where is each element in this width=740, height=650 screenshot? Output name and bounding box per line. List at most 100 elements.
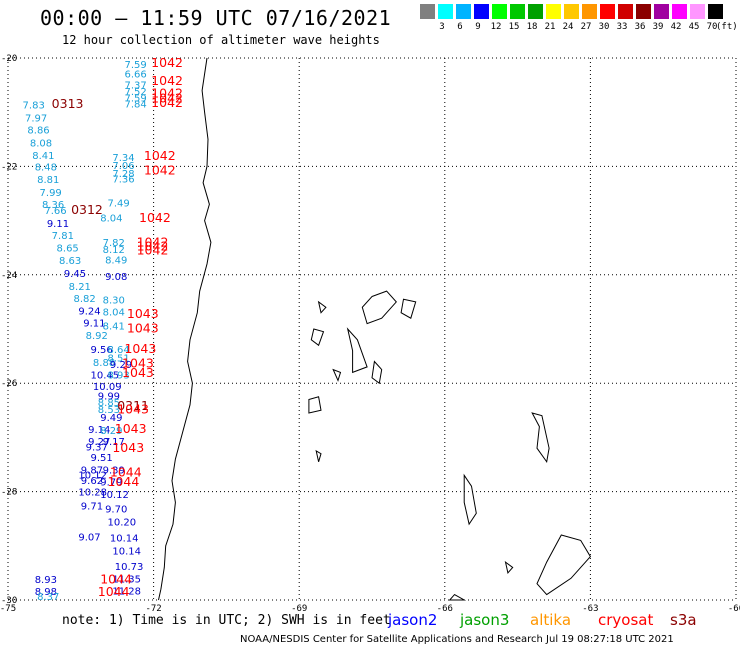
lake-outline (317, 300, 327, 314)
lon-tick-label: -75 (0, 604, 16, 614)
wave-height-label: 8.51 (107, 354, 129, 365)
pass-number-label: 1043 (122, 355, 154, 370)
pass-number-label: 1043 (115, 421, 147, 436)
wave-height-label: 10.09 (93, 382, 122, 393)
pass-number-label: 0313 (52, 96, 84, 111)
pass-number-label: 1042 (137, 235, 169, 250)
wave-height-label: 7.37 (124, 80, 146, 91)
wave-height-label: 9.29 (110, 360, 132, 371)
pass-number-label: 1042 (137, 243, 169, 258)
wave-height-label: 11.35 (112, 575, 141, 586)
page-subtitle: 12 hour collection of altimeter wave hei… (62, 33, 380, 47)
legend-label: 70 (706, 22, 718, 32)
wave-height-label: 9.87 (81, 466, 103, 477)
wave-height-label: 8.12 (103, 245, 125, 256)
legend-label: 42 (670, 22, 682, 32)
wave-height-label: 7.83 (23, 100, 45, 111)
wave-height-label: 7.59 (124, 60, 146, 71)
pass-number-label: 1042 (144, 148, 176, 163)
wave-height-label: 10.73 (115, 562, 144, 573)
legend-swatch (636, 4, 651, 19)
wave-height-label: 9.79 (100, 478, 122, 489)
lon-tick-label: -63 (582, 604, 598, 614)
lon-tick-label: -72 (145, 604, 161, 614)
lat-tick-label: -24 (1, 271, 17, 281)
wave-height-label: 10.12 (100, 490, 129, 501)
lake-outline (448, 593, 467, 601)
legend-swatch (618, 4, 633, 19)
wave-height-label: 9.39 (103, 466, 125, 477)
wave-height-label: 9.17 (103, 437, 125, 448)
legend-label: 24 (562, 22, 574, 32)
wave-height-label: 8.21 (69, 282, 91, 293)
wave-height-label: 7.52 (124, 87, 146, 98)
lake-outline (371, 360, 383, 385)
footer-credit: NOAA/NESDIS Center for Satellite Applica… (240, 634, 674, 645)
wave-height-label: 9.71 (81, 501, 103, 512)
pass-number-label: 1042 (151, 95, 183, 110)
wave-height-label: 8.41 (32, 151, 54, 162)
lon-tick-label: -66 (437, 604, 453, 614)
wave-height-label: 9.51 (91, 453, 113, 464)
wave-height-label: 8.30 (103, 296, 125, 307)
wave-height-label: 8.37 (37, 592, 59, 603)
legend-swatch (708, 4, 723, 19)
legend-swatch (546, 4, 561, 19)
pass-number-label: 1043 (127, 320, 159, 335)
wave-height-label: 7.06 (112, 161, 134, 172)
pass-number-label: 1042 (137, 238, 169, 253)
lake-outline (361, 290, 397, 325)
lake-outline (308, 396, 322, 414)
wave-height-label: 8.53 (98, 405, 120, 416)
legend-label: 6 (457, 22, 463, 32)
wave-height-label: 9.37 (86, 442, 108, 453)
wave-height-label: 8.86 (27, 125, 49, 136)
wave-height-label: 9.14 (88, 425, 110, 436)
wave-height-label: 10.45 (91, 370, 120, 381)
legend-unit: (ft) (716, 22, 738, 32)
lake-outline (332, 368, 342, 382)
wave-height-label: 8.04 (100, 214, 122, 225)
legend-swatch (564, 4, 579, 19)
wave-height-label: 7.36 (112, 175, 134, 186)
legend-swatch (510, 4, 525, 19)
wave-height-label: 8.08 (30, 138, 52, 149)
lat-tick-label: -22 (1, 162, 17, 172)
legend-label: 12 (490, 22, 502, 32)
wave-height-label: 7.81 (52, 231, 74, 242)
legend-swatch (672, 4, 687, 19)
wave-height-label: 8.85 (98, 398, 120, 409)
legend-label: 18 (526, 22, 538, 32)
pass-number-label: 1044 (98, 584, 130, 599)
wave-height-label: 8.29 (100, 426, 122, 437)
wave-height-label: 11.28 (112, 587, 141, 598)
wave-height-label: 7.28 (112, 169, 134, 180)
lake-outline (536, 534, 592, 596)
pass-number-label: 1043 (124, 341, 156, 356)
wave-height-label: 10.12 (78, 471, 107, 482)
wave-height-label: 8.93 (107, 370, 129, 381)
wave-height-label: 7.34 (112, 153, 134, 164)
lon-tick-label: -60 (728, 604, 740, 614)
wave-height-label: 8.88 (93, 358, 115, 369)
satellite-label-s3a: s3a (670, 611, 697, 629)
wave-height-label: 9.24 (78, 306, 100, 317)
legend-swatch (492, 4, 507, 19)
wave-height-label: 9.11 (83, 318, 105, 329)
wave-height-label: 8.65 (57, 243, 79, 254)
legend-label: 21 (544, 22, 556, 32)
pass-number-label: 1042 (151, 90, 183, 105)
wave-height-label: 9.70 (105, 505, 127, 516)
wave-height-label: 8.49 (105, 255, 127, 266)
lake-outline (400, 298, 417, 319)
wave-height-label: 9.99 (98, 391, 120, 402)
wave-height-label: 10.14 (112, 546, 141, 557)
legend-swatch (456, 4, 471, 19)
wave-height-label: 10.28 (78, 487, 107, 498)
wave-height-label: 8.98 (35, 587, 57, 598)
wave-height-label: 7.84 (124, 99, 146, 110)
pass-number-label: 1044 (110, 464, 142, 479)
wave-height-label: 8.36 (42, 200, 64, 211)
wave-height-label: 8.92 (86, 331, 108, 342)
